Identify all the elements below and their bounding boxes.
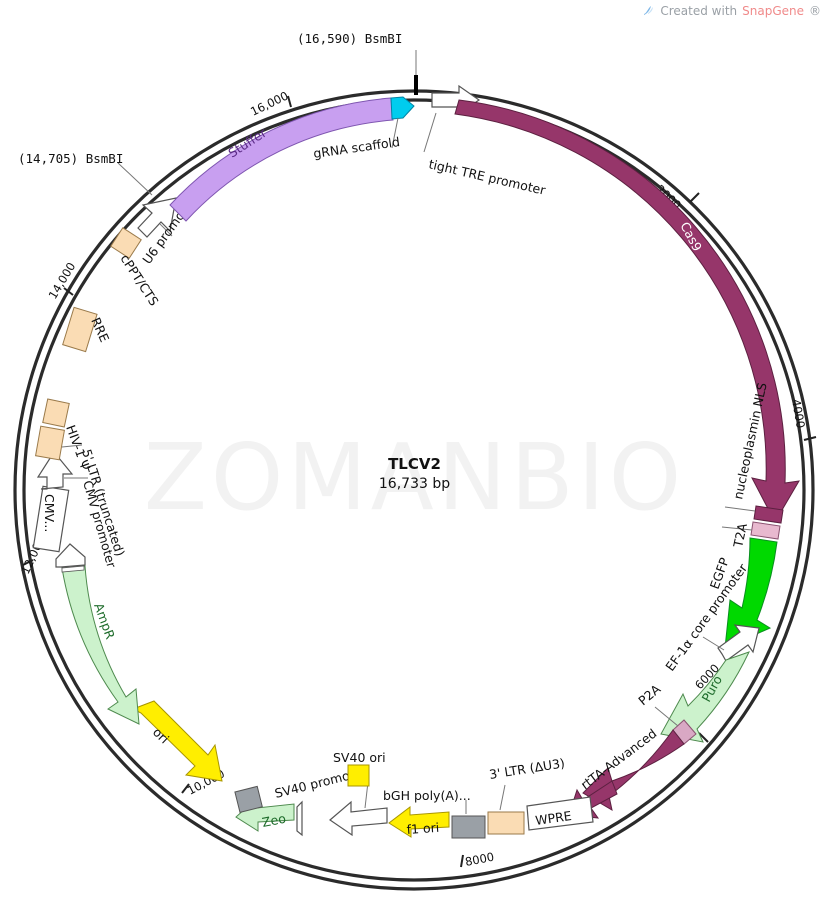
feature-t2a[interactable]: T2A — [721, 521, 781, 550]
enzyme-site-label-14705: (14,705) BsmBI — [18, 151, 123, 166]
ruler-ticks: 2000 4000 6000 8000 10,000 12,000 14,000… — [18, 88, 817, 869]
feature-sv40-promoter[interactable]: SV40 promoter — [273, 763, 388, 837]
snapgene-credit-prefix: Created with — [660, 4, 738, 18]
snapgene-credit-suffix: ® — [809, 4, 821, 18]
zomanbio-watermark: ZOMANBIO — [143, 424, 686, 531]
feature-connector-white — [296, 800, 303, 837]
feature-label-p2a: P2A — [635, 681, 663, 708]
feature-label-hiv1-psi: HIV-1 Ψ — [63, 423, 93, 473]
feature-label-zeo: Zeo — [261, 811, 287, 830]
feature-gray-block — [234, 785, 263, 813]
feature-label-3prime-ltr: 3' LTR (ΔU3) — [488, 755, 566, 782]
feature-label-sv40-ori: SV40 ori — [333, 750, 386, 765]
tick-label-8000: 8000 — [464, 850, 495, 869]
enzyme-site-label-16590: (16,590) BsmBI — [297, 31, 402, 46]
enzyme-site-bsmbi-14705[interactable]: (14,705) BsmBI — [18, 151, 153, 196]
tick-label-4000: 4000 — [789, 398, 808, 429]
feature-rre[interactable]: RRE — [62, 306, 113, 353]
feature-tight-tre-promoter[interactable]: tight TRE promoter — [423, 84, 548, 198]
snapgene-logo-icon — [642, 5, 655, 18]
feature-cmv-segment[interactable]: CMV... — [32, 485, 70, 553]
feature-label-grna-scaffold: gRNA scaffold — [312, 134, 400, 161]
feature-ampr[interactable]: AmpR — [55, 543, 140, 725]
feature-label-f1-ori: f1 ori — [406, 820, 440, 837]
backbone-outer-circle — [13, 89, 815, 891]
snapgene-credit: Created with SnapGene ® — [642, 4, 821, 18]
backbone-inner-circle — [22, 98, 806, 882]
feature-f1-ori[interactable]: f1 ori — [388, 805, 450, 838]
feature-label-cmv-segment: CMV... — [42, 494, 57, 532]
feature-label-wpre: WPRE — [534, 808, 572, 828]
enzyme-site-bsmbi-16590[interactable]: (16,590) BsmBI — [297, 31, 418, 95]
feature-label-bgh-polya: bGH poly(A)... — [383, 788, 471, 803]
feature-stuffer[interactable]: Stuffer — [169, 97, 394, 222]
feature-bgh-polya[interactable]: bGH poly(A)... — [383, 788, 486, 839]
feature-sv40-ori[interactable]: SV40 ori — [333, 750, 386, 787]
feature-label-tight-tre-promoter: tight TRE promoter — [427, 156, 547, 198]
snapgene-brand: SnapGene — [742, 4, 804, 18]
feature-label-t2a: T2A — [730, 521, 750, 549]
plasmid-size: 16,733 bp — [378, 476, 451, 492]
feature-ori[interactable]: ori — [131, 700, 223, 782]
plasmid-name: TLCV2 — [388, 455, 441, 473]
feature-wpre[interactable]: WPRE — [526, 796, 594, 831]
